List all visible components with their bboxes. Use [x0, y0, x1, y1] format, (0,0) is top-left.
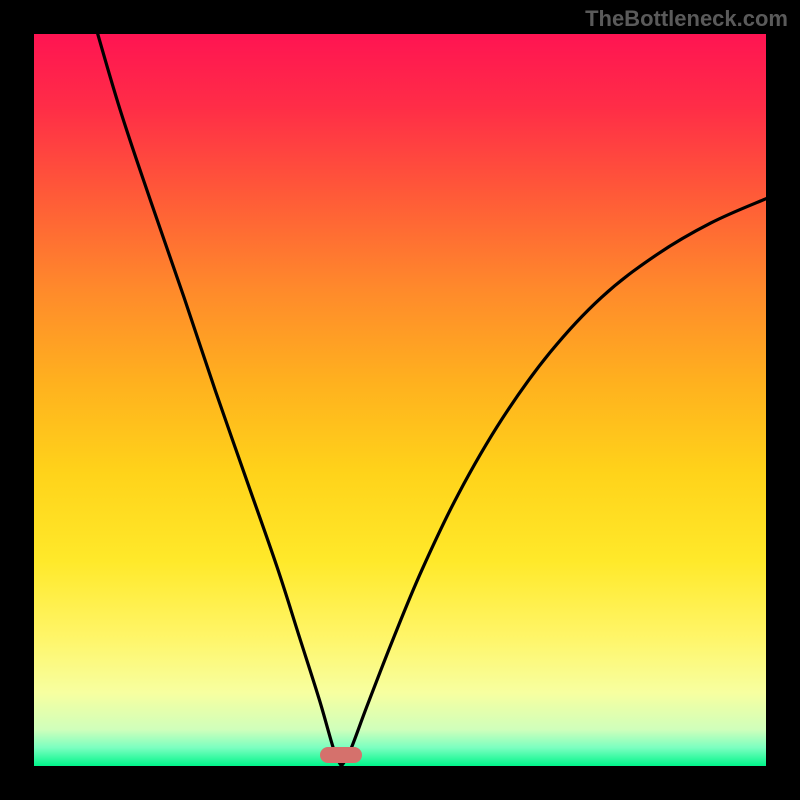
watermark-text: TheBottleneck.com: [585, 6, 788, 32]
chart-plot-area: [34, 34, 766, 766]
bottleneck-curve-path: [85, 0, 766, 766]
cusp-marker: [320, 747, 362, 763]
chart-container: TheBottleneck.com: [0, 0, 800, 800]
bottleneck-curve-svg: [34, 34, 766, 766]
